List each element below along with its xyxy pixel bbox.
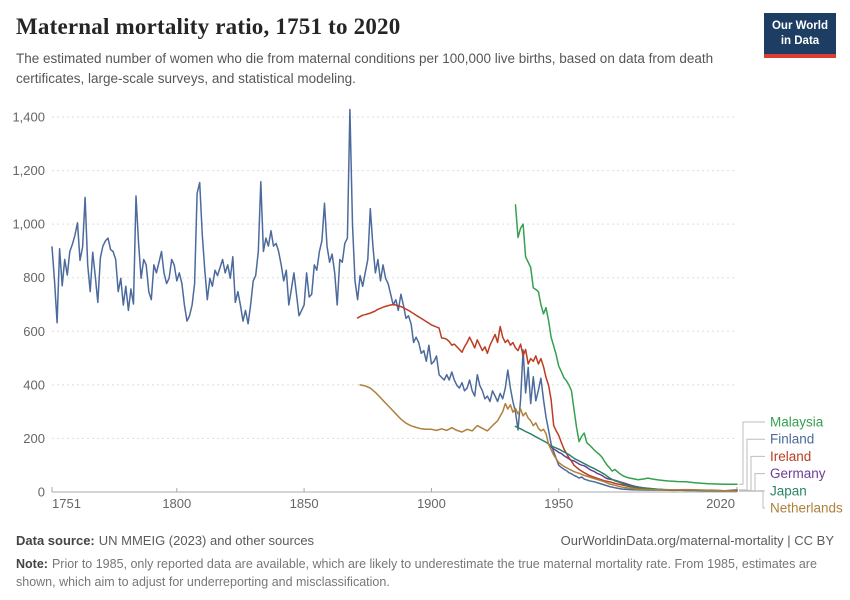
series-line-finland xyxy=(51,108,738,492)
series-line-netherlands xyxy=(359,384,738,492)
footnote-text: Prior to 1985, only reported data are av… xyxy=(16,557,817,590)
citation-link[interactable]: OurWorldinData.org/maternal-mortality | … xyxy=(560,533,834,548)
legend-label-malaysia[interactable]: Malaysia xyxy=(770,415,824,430)
series-line-ireland xyxy=(356,303,738,492)
x-tick-label: 1900 xyxy=(417,496,446,511)
data-source-label: Data source: xyxy=(16,533,95,548)
data-source-text: UN MMEIG (2023) and other sources xyxy=(98,533,315,548)
y-tick-label: 0 xyxy=(38,485,45,500)
footnote: Note: Prior to 1985, only reported data a… xyxy=(16,555,834,591)
y-tick-label: 400 xyxy=(23,377,45,392)
series-line-japan xyxy=(514,425,738,492)
legend-label-finland[interactable]: Finland xyxy=(770,432,814,447)
legend-label-ireland[interactable]: Ireland xyxy=(770,449,811,464)
series-line-malaysia xyxy=(514,204,738,485)
y-tick-label: 600 xyxy=(23,324,45,339)
y-tick-label: 1,000 xyxy=(12,217,45,232)
owid-logo[interactable]: Our World in Data xyxy=(764,13,836,58)
chart-subtitle: The estimated number of women who die fr… xyxy=(16,51,714,87)
y-tick-label: 800 xyxy=(23,270,45,285)
chart-header: Maternal mortality ratio, 1751 to 2020 O… xyxy=(0,0,850,90)
legend-connector-malaysia xyxy=(739,421,765,485)
legend-label-germany[interactable]: Germany xyxy=(770,466,826,481)
x-tick-label: 2020 xyxy=(706,496,735,511)
footnote-label: Note: xyxy=(16,557,48,571)
x-tick-label: 1800 xyxy=(162,496,191,511)
legend-connector-netherlands xyxy=(739,490,765,509)
x-tick-label: 1950 xyxy=(544,496,573,511)
x-tick-label: 1751 xyxy=(52,496,81,511)
page-title: Maternal mortality ratio, 1751 to 2020 xyxy=(16,14,401,39)
data-source: Data source: UN MMEIG (2023) and other so… xyxy=(16,533,314,548)
chart-footer: Data source: UN MMEIG (2023) and other so… xyxy=(16,533,834,591)
x-tick-label: 1850 xyxy=(290,496,319,511)
legend-label-netherlands[interactable]: Netherlands xyxy=(770,501,843,516)
y-tick-label: 200 xyxy=(23,431,45,446)
y-tick-label: 1,200 xyxy=(12,163,45,178)
owid-logo-line2: in Data xyxy=(780,34,820,47)
chart-svg: 0 200 400 600 800 1,000 1,200 1,400 1751 1800 1850… xyxy=(12,108,843,516)
owid-logo-line1: Our World xyxy=(771,20,828,32)
y-tick-label: 1,400 xyxy=(12,110,45,125)
legend-label-japan[interactable]: Japan xyxy=(770,483,807,498)
